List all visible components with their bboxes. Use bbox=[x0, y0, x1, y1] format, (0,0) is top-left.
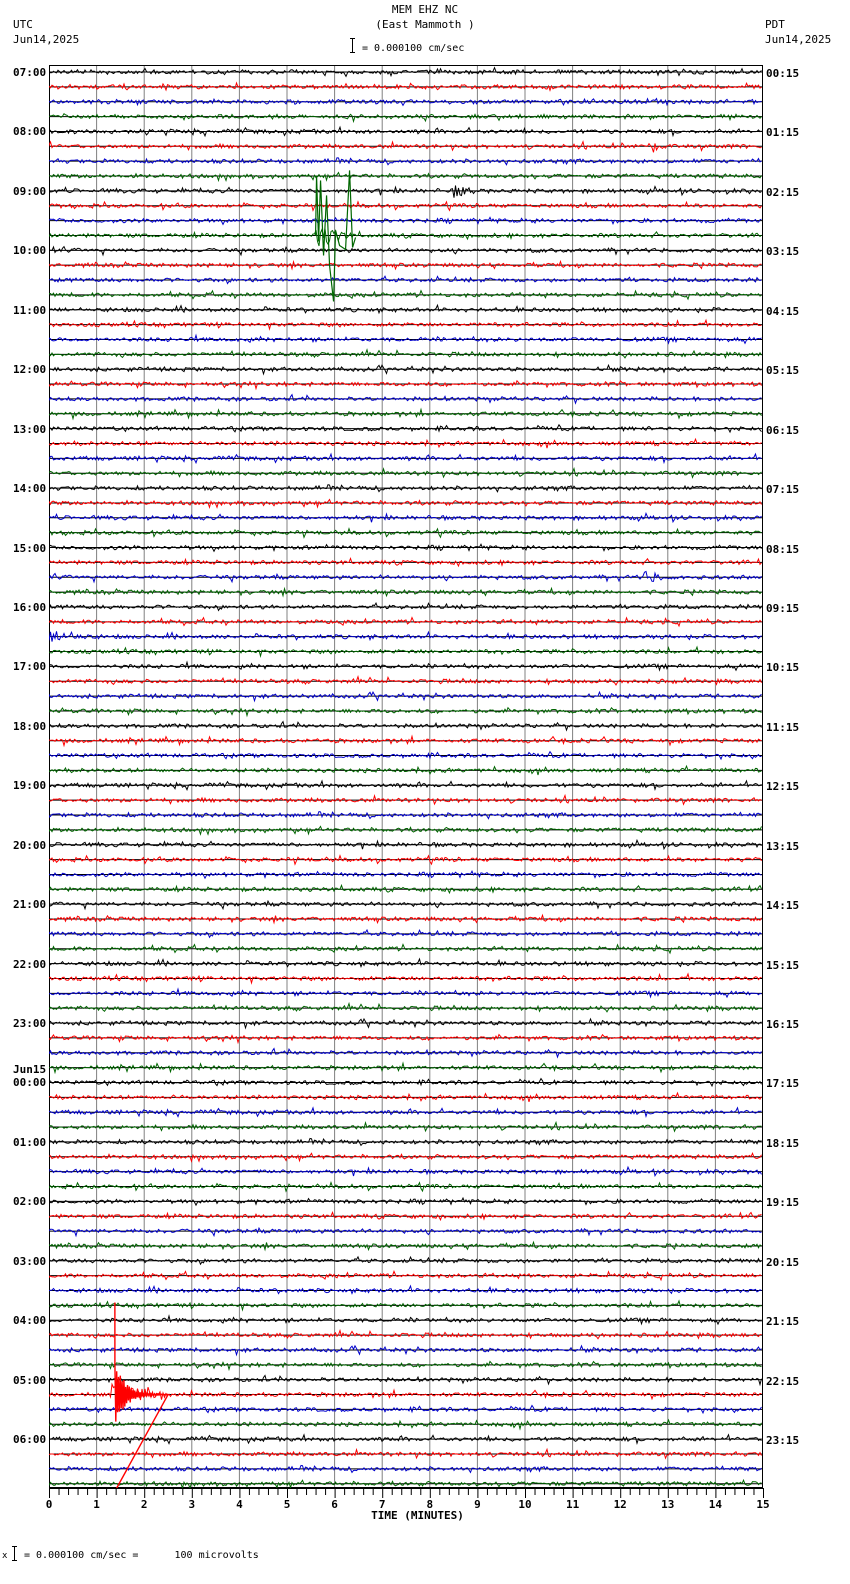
left-hour-label: 01:00 bbox=[13, 1135, 47, 1149]
left-hour-label: 02:00 bbox=[13, 1195, 47, 1209]
footer-prefix: x bbox=[2, 1551, 8, 1561]
scale-bar-icon bbox=[350, 38, 355, 53]
left-hour-label: 08:00 bbox=[13, 125, 47, 139]
seismogram-plot bbox=[49, 65, 763, 1488]
x-tick-label: 11 bbox=[565, 1498, 580, 1511]
left-hour-label: 22:00 bbox=[13, 957, 47, 971]
x-tick-label: 15 bbox=[756, 1498, 770, 1511]
right-hour-label: 04:15 bbox=[766, 304, 800, 318]
x-tick-label: 3 bbox=[188, 1498, 196, 1511]
left-date: Jun14,2025 bbox=[13, 33, 80, 46]
left-date-break: Jun15 bbox=[13, 1063, 47, 1077]
left-hour-label: 05:00 bbox=[13, 1373, 47, 1387]
station-location: (East Mammoth ) bbox=[375, 18, 475, 31]
left-hour-label: 07:00 bbox=[13, 66, 47, 79]
right-hour-label: 11:15 bbox=[766, 720, 800, 734]
footer-scale-text: = 0.000100 cm/sec = 100 microvolts bbox=[24, 1550, 259, 1561]
scale-text: = 0.000100 cm/sec bbox=[362, 43, 465, 54]
right-hour-label: 09:15 bbox=[766, 601, 800, 615]
right-hour-label: 21:15 bbox=[766, 1315, 800, 1329]
x-tick-label: 10 bbox=[518, 1498, 532, 1511]
x-axis-ticks bbox=[49, 1488, 764, 1498]
left-hour-label: 03:00 bbox=[13, 1254, 47, 1268]
x-tick-label: 13 bbox=[661, 1498, 675, 1511]
station-title: MEM EHZ NC bbox=[391, 3, 459, 16]
left-hour-label: 17:00 bbox=[13, 660, 47, 674]
left-hour-label: 21:00 bbox=[13, 898, 47, 912]
right-hour-label: 02:15 bbox=[766, 185, 800, 199]
right-hour-label: 08:15 bbox=[766, 542, 800, 556]
x-tick-label: 5 bbox=[283, 1498, 291, 1511]
right-hour-label: 12:15 bbox=[766, 780, 800, 794]
left-hour-label: 10:00 bbox=[13, 244, 47, 258]
left-hour-label: 11:00 bbox=[13, 303, 47, 317]
left-hour-label: 04:00 bbox=[13, 1314, 47, 1328]
x-tick-label: 9 bbox=[474, 1498, 481, 1511]
x-tick-label: 1 bbox=[93, 1498, 100, 1511]
left-hour-label: 14:00 bbox=[13, 482, 47, 496]
left-hour-label: 06:00 bbox=[13, 1433, 47, 1447]
x-tick-label: 8 bbox=[426, 1498, 434, 1511]
x-tick-label: 4 bbox=[236, 1498, 243, 1511]
right-hour-label: 22:15 bbox=[766, 1374, 800, 1388]
left-hour-label: 13:00 bbox=[13, 422, 47, 436]
left-hour-label: 20:00 bbox=[13, 838, 47, 852]
x-tick-label: 6 bbox=[331, 1498, 338, 1511]
left-hour-label: 23:00 bbox=[13, 1017, 47, 1031]
right-hour-label: 13:15 bbox=[766, 839, 800, 853]
right-hour-label: 20:15 bbox=[766, 1255, 800, 1269]
left-timezone: UTC bbox=[13, 18, 33, 31]
right-hour-label: 10:15 bbox=[766, 661, 800, 675]
x-tick-label: 2 bbox=[140, 1498, 148, 1511]
left-hour-label: 12:00 bbox=[13, 363, 47, 377]
left-hour-label: 16:00 bbox=[13, 600, 47, 614]
seismogram-traces bbox=[49, 65, 763, 1488]
right-date: Jun14,2025 bbox=[765, 33, 832, 46]
x-tick-label: 14 bbox=[708, 1498, 723, 1511]
right-hour-label: 14:15 bbox=[766, 899, 800, 913]
right-hour-label: 03:15 bbox=[766, 245, 800, 259]
right-hour-label: 05:15 bbox=[766, 364, 800, 378]
left-hour-label: 19:00 bbox=[13, 779, 47, 793]
right-hour-label: 06:15 bbox=[766, 423, 800, 437]
right-hour-label: 01:15 bbox=[766, 126, 800, 140]
x-tick-label: 0 bbox=[45, 1498, 53, 1511]
x-tick-label: 7 bbox=[378, 1498, 386, 1511]
left-hour-label: 18:00 bbox=[13, 719, 47, 733]
right-hour-label: 19:15 bbox=[766, 1196, 800, 1210]
right-hour-label: 17:15 bbox=[766, 1077, 800, 1091]
x-axis-title: TIME (MINUTES) bbox=[371, 1509, 464, 1522]
x-tick-label: 12 bbox=[613, 1498, 627, 1511]
right-hour-label: 16:15 bbox=[766, 1018, 800, 1032]
right-hour-label: 18:15 bbox=[766, 1136, 800, 1150]
left-hour-label: 00:00 bbox=[13, 1076, 47, 1090]
right-hour-label: 07:15 bbox=[766, 483, 800, 497]
right-hour-label: 00:15 bbox=[766, 67, 800, 80]
right-timezone: PDT bbox=[765, 18, 785, 31]
right-hour-label: 23:15 bbox=[766, 1434, 800, 1448]
right-hour-label: 15:15 bbox=[766, 958, 800, 972]
left-hour-label: 09:00 bbox=[13, 184, 47, 198]
left-hour-label: 15:00 bbox=[13, 541, 47, 555]
footer-scale-bar-icon bbox=[12, 1546, 17, 1561]
